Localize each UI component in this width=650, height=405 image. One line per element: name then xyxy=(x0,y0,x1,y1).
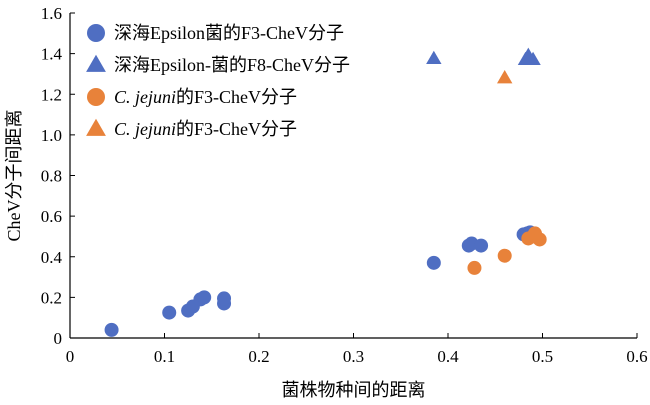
y-tick-label: 0.2 xyxy=(41,288,62,307)
axes: 0 0.1 0.2 0.3 0.4 0.5 0.6 0 0.2 0.4 0.6 0.8 1.0 1.2 1.… xyxy=(41,4,648,366)
data-point-series-4 xyxy=(497,70,513,84)
data-point-series-1 xyxy=(104,322,119,337)
data-point-series-2 xyxy=(426,50,442,65)
data-point-series-2 xyxy=(525,51,541,66)
legend: 深海Epsilon菌的F3-CheV分子深海Epsilon-菌的F8-CheV分… xyxy=(86,23,350,139)
data-point-series-3 xyxy=(467,260,482,275)
y-tick-label: 0.6 xyxy=(41,207,62,226)
data-point-series-1 xyxy=(474,238,489,253)
legend-label-suffix: 的F3-CheV分子 xyxy=(176,119,297,139)
x-tick-label: 0.1 xyxy=(154,347,175,366)
legend-label-3: C. jejuni的F3-CheV分子 xyxy=(114,87,297,107)
y-tick-label: 0.4 xyxy=(41,248,63,267)
x-tick-label: 0.4 xyxy=(437,347,459,366)
data-point-series-3 xyxy=(497,248,512,263)
y-tick-label: 0 xyxy=(54,329,63,348)
data-point-series-1 xyxy=(162,305,177,320)
x-axis-title: 菌株物种间的距离 xyxy=(282,380,426,400)
data-points xyxy=(104,47,547,337)
data-point-series-3 xyxy=(532,232,547,247)
legend-label-1: 深海Epsilon菌的F3-CheV分子 xyxy=(114,23,344,43)
data-point-series-1 xyxy=(197,290,212,305)
legend-label-2: 深海Epsilon-菌的F8-CheV分子 xyxy=(114,55,350,75)
y-tick-label: 1.6 xyxy=(41,4,62,23)
y-axis-title: CheV分子间距离 xyxy=(4,110,24,242)
x-tick-label: 0.5 xyxy=(532,347,553,366)
legend-label-species: C. jejuni xyxy=(114,87,176,107)
data-point-series-1 xyxy=(426,255,441,270)
legend-marker-1 xyxy=(87,24,105,42)
legend-label-species: C. jejuni xyxy=(114,119,176,139)
x-tick-label: 0 xyxy=(66,347,75,366)
legend-label-suffix: 的F3-CheV分子 xyxy=(176,87,297,107)
legend-marker-3 xyxy=(87,88,105,106)
x-tick-label: 0.2 xyxy=(248,347,269,366)
legend-label-4: C. jejuni的F3-CheV分子 xyxy=(114,119,297,139)
y-tick-label: 0.8 xyxy=(41,167,62,186)
x-tick-label: 0.3 xyxy=(343,347,364,366)
legend-marker-4 xyxy=(86,118,106,136)
y-tick-label: 1.4 xyxy=(41,45,63,64)
y-tick-label: 1.0 xyxy=(41,126,62,145)
x-tick-label: 0.6 xyxy=(626,347,647,366)
y-tick-label: 1.2 xyxy=(41,85,62,104)
data-point-series-1 xyxy=(217,291,232,306)
legend-marker-2 xyxy=(86,54,106,72)
